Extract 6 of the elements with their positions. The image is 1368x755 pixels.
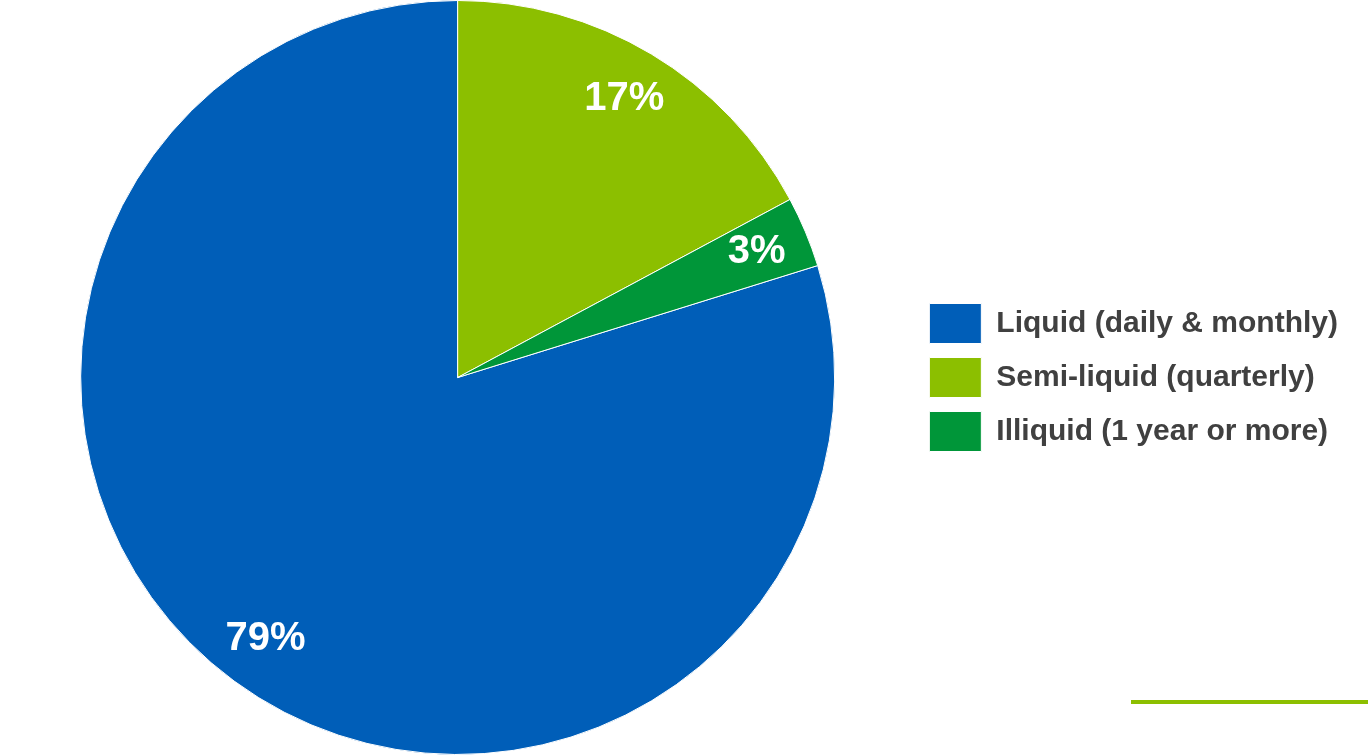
legend-label: Liquid (daily & monthly)	[996, 304, 1339, 338]
data-label: 79%	[225, 613, 306, 658]
data-label: 3%	[727, 227, 786, 272]
legend-label: Illiquid (1 year or more)	[996, 412, 1329, 446]
data-label: 17%	[584, 74, 665, 119]
legend-label: Semi-liquid (quarterly)	[996, 358, 1315, 392]
